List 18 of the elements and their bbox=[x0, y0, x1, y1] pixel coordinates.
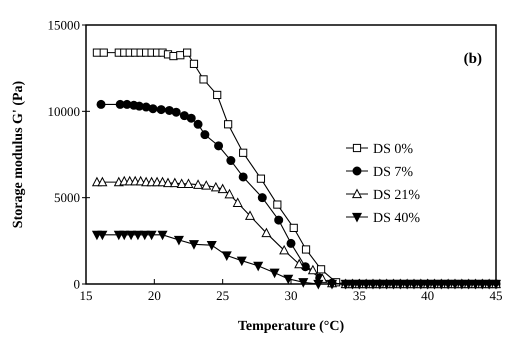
y-tick-label: 0 bbox=[74, 276, 80, 292]
x-tick-label: 30 bbox=[284, 288, 298, 303]
x-axis-title: Temperature (°C) bbox=[238, 319, 344, 334]
x-tick-label: 35 bbox=[352, 288, 366, 303]
x-tick-label: 45 bbox=[490, 288, 502, 303]
y-tick-label: 15000 bbox=[48, 18, 80, 32]
y-axis-title: Storage modulus G' (Pa) bbox=[11, 80, 26, 228]
legend-label: DS 0% bbox=[373, 142, 414, 157]
x-tick-label: 40 bbox=[421, 288, 434, 303]
y-tick-label: 5000 bbox=[54, 190, 80, 206]
legend-label: DS 21% bbox=[373, 188, 420, 203]
y-tick-label: 10000 bbox=[48, 104, 80, 119]
x-tick-label: 25 bbox=[216, 288, 230, 303]
x-tick-label: 15 bbox=[80, 288, 92, 303]
annotation: (b) bbox=[464, 51, 482, 67]
x-tick-label: 20 bbox=[148, 288, 161, 303]
legend-label: DS 7% bbox=[373, 165, 414, 180]
legend-label: DS 40% bbox=[373, 211, 420, 226]
